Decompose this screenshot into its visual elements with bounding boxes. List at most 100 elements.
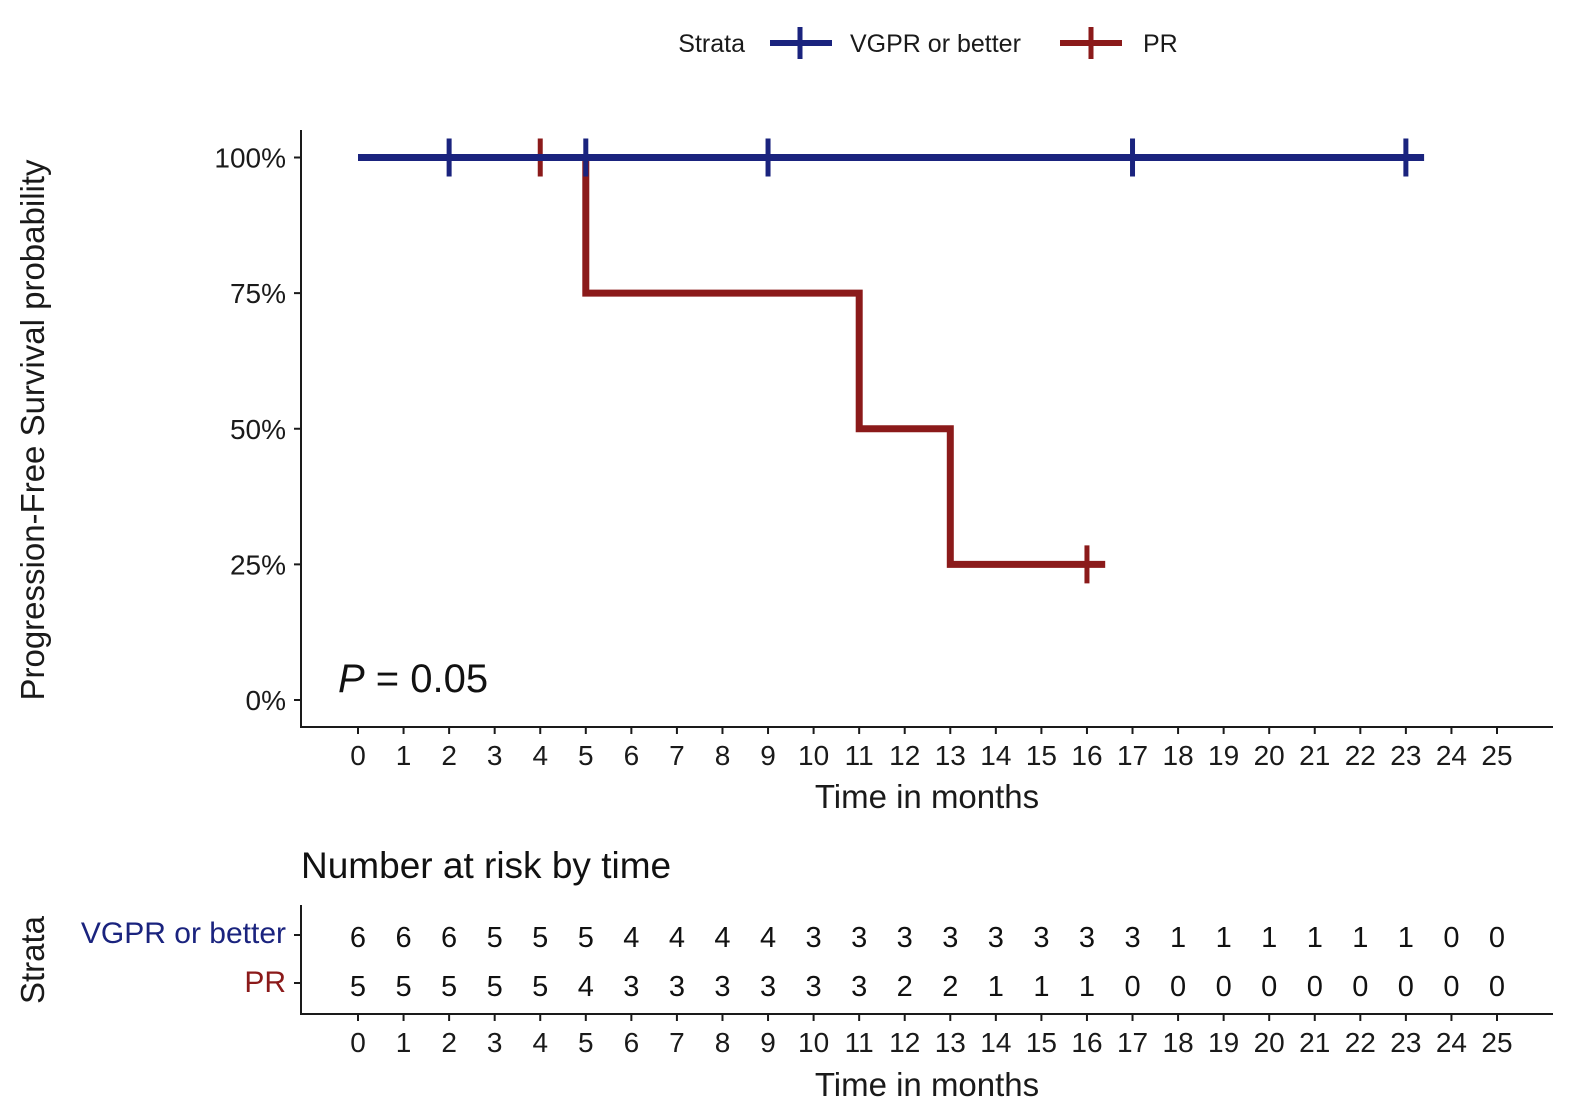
x-tick-label: 3 — [487, 740, 503, 771]
x-tick-label: 3 — [487, 1027, 503, 1058]
legend: Strata VGPR or better PR — [678, 27, 1178, 59]
x-tick-label: 1 — [396, 740, 412, 771]
risk-value-pr: 3 — [806, 971, 822, 1003]
risk-value-pr: 2 — [897, 971, 913, 1003]
x-ticks-main: 0 1 2 3 4 5 6 7 8 9 10 11 12 13 14 15 16 17 18 19 20 21 22 23 24… — [350, 727, 1513, 771]
x-tick-label: 9 — [760, 740, 776, 771]
x-tick-label: 25 — [1481, 1027, 1512, 1058]
x-tick-label: 10 — [798, 1027, 829, 1058]
x-tick-label: 22 — [1345, 1027, 1376, 1058]
risk-value-vgpr: 0 — [1443, 922, 1459, 954]
risk-value-pr: 0 — [1398, 971, 1414, 1003]
x-tick-label: 4 — [532, 740, 548, 771]
x-tick-label: 23 — [1390, 740, 1421, 771]
risk-value-vgpr: 4 — [714, 922, 730, 954]
risk-value-pr: 1 — [1033, 971, 1049, 1003]
x-tick-label: 16 — [1071, 740, 1102, 771]
risk-value-pr: 0 — [1352, 971, 1368, 1003]
x-tick-label: 14 — [980, 740, 1011, 771]
x-tick-label: 20 — [1254, 740, 1285, 771]
y-axis-title: Progression-Free Survival probability — [14, 159, 51, 701]
x-tick-label: 19 — [1208, 1027, 1239, 1058]
risk-value-vgpr: 1 — [1170, 922, 1186, 954]
x-axis-title-main: Time in months — [815, 778, 1039, 815]
risk-value-vgpr: 3 — [988, 922, 1004, 954]
y-tick-label: 75% — [230, 278, 286, 309]
risk-value-vgpr: 3 — [897, 922, 913, 954]
risk-value-vgpr: 1 — [1307, 922, 1323, 954]
risk-value-pr: 5 — [350, 971, 366, 1003]
x-tick-label: 2 — [441, 1027, 457, 1058]
x-tick-label: 17 — [1117, 740, 1148, 771]
x-tick-label: 21 — [1299, 740, 1330, 771]
x-tick-label: 21 — [1299, 1027, 1330, 1058]
risk-value-vgpr: 6 — [395, 922, 411, 954]
risk-value-pr: 5 — [395, 971, 411, 1003]
risk-row-label-pr: PR — [244, 966, 286, 999]
x-ticks-risk: 0 1 2 3 4 5 6 7 8 9 10 11 12 13 14 15 16 17 18 19 20 21 22 23 24… — [350, 1014, 1513, 1058]
risk-value-pr: 3 — [851, 971, 867, 1003]
x-tick-label: 2 — [441, 740, 457, 771]
risk-value-vgpr: 4 — [760, 922, 776, 954]
x-axis-title-risk: Time in months — [815, 1066, 1039, 1103]
x-tick-label: 1 — [396, 1027, 412, 1058]
risk-table-y-title: Strata — [14, 915, 51, 1004]
x-tick-label: 5 — [578, 740, 594, 771]
x-tick-label: 5 — [578, 1027, 594, 1058]
risk-value-pr: 0 — [1489, 971, 1505, 1003]
x-tick-label: 24 — [1436, 740, 1467, 771]
x-tick-label: 19 — [1208, 740, 1239, 771]
risk-value-pr: 5 — [441, 971, 457, 1003]
risk-value-pr: 0 — [1124, 971, 1140, 1003]
x-tick-label: 13 — [935, 740, 966, 771]
risk-value-pr: 5 — [532, 971, 548, 1003]
x-tick-label: 9 — [760, 1027, 776, 1058]
x-tick-label: 18 — [1163, 740, 1194, 771]
risk-value-pr: 0 — [1261, 971, 1277, 1003]
x-tick-label: 17 — [1117, 1027, 1148, 1058]
risk-value-vgpr: 4 — [623, 922, 639, 954]
x-tick-label: 20 — [1254, 1027, 1285, 1058]
p-value-annotation: P = 0.05 — [338, 657, 488, 701]
risk-row-label-vgpr: VGPR or better — [81, 917, 286, 950]
risk-value-pr: 4 — [578, 971, 594, 1003]
risk-value-pr: 3 — [669, 971, 685, 1003]
x-tick-label: 12 — [889, 740, 920, 771]
x-tick-label: 6 — [624, 1027, 640, 1058]
risk-value-vgpr: 1 — [1352, 922, 1368, 954]
x-tick-label: 18 — [1163, 1027, 1194, 1058]
x-tick-label: 25 — [1481, 740, 1512, 771]
y-tick-label: 50% — [230, 414, 286, 445]
x-tick-label: 11 — [845, 740, 874, 771]
risk-value-vgpr: 0 — [1489, 922, 1505, 954]
legend-title: Strata — [678, 30, 745, 58]
survival-curves — [358, 138, 1425, 584]
y-tick-label: 25% — [230, 549, 286, 580]
p-value-symbol: P — [338, 657, 365, 701]
survival-curve-pr — [358, 154, 1106, 568]
x-tick-label: 10 — [798, 740, 829, 771]
legend-label-vgpr: VGPR or better — [850, 30, 1021, 58]
risk-value-vgpr: 3 — [1124, 922, 1140, 954]
x-tick-label: 15 — [1026, 1027, 1057, 1058]
risk-value-pr: 0 — [1307, 971, 1323, 1003]
p-value-text: = 0.05 — [365, 657, 488, 701]
x-tick-label: 6 — [624, 740, 640, 771]
risk-value-vgpr: 5 — [578, 922, 594, 954]
risk-value-pr: 3 — [760, 971, 776, 1003]
x-tick-label: 14 — [980, 1027, 1011, 1058]
risk-value-vgpr: 5 — [487, 922, 503, 954]
risk-value-pr: 1 — [988, 971, 1004, 1003]
risk-value-pr: 2 — [942, 971, 958, 1003]
risk-value-vgpr: 1 — [1398, 922, 1414, 954]
x-tick-label: 11 — [845, 1027, 874, 1058]
risk-value-vgpr: 1 — [1261, 922, 1277, 954]
risk-value-vgpr: 4 — [669, 922, 685, 954]
risk-value-vgpr: 6 — [350, 922, 366, 954]
x-tick-label: 24 — [1436, 1027, 1467, 1058]
y-tick-label: 0% — [246, 685, 286, 716]
legend-label-pr: PR — [1143, 30, 1178, 58]
risk-value-vgpr: 1 — [1216, 922, 1232, 954]
risk-value-vgpr: 3 — [806, 922, 822, 954]
